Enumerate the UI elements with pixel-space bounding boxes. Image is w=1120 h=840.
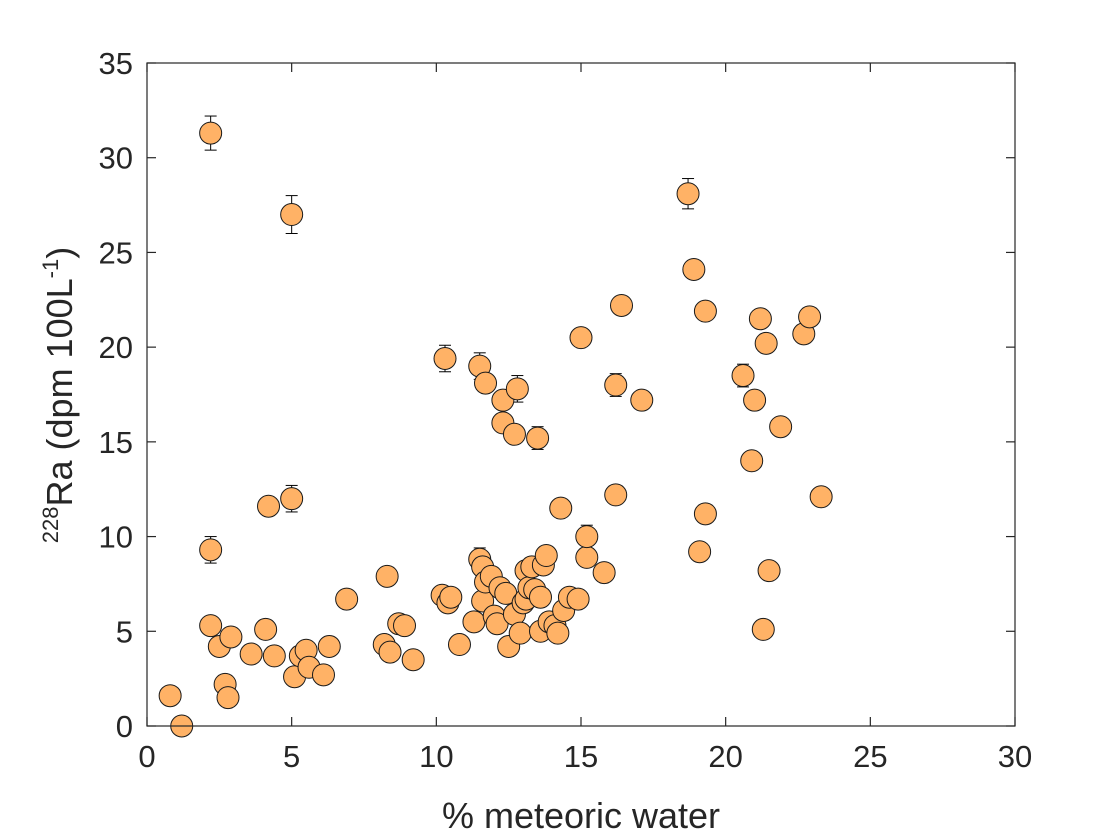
data-point — [754, 331, 778, 355]
data-point — [393, 614, 417, 638]
data-point — [219, 625, 243, 649]
data-point — [604, 483, 628, 507]
data-point — [682, 257, 706, 281]
data-point — [575, 525, 599, 549]
data-point — [534, 544, 558, 568]
plot-area — [147, 63, 1015, 726]
data-point — [592, 561, 616, 585]
data-point — [462, 610, 486, 634]
y-tick-label: 10 — [99, 520, 133, 555]
data-point — [335, 587, 359, 611]
data-point — [546, 621, 570, 645]
data-point-layer — [158, 121, 833, 738]
y-tick-label: 20 — [99, 330, 133, 365]
data-point — [610, 293, 634, 317]
y-axis-label-close: ) — [39, 247, 80, 259]
y-tick-label: 30 — [99, 141, 133, 176]
data-point — [199, 121, 223, 145]
data-point — [447, 633, 471, 657]
data-point — [798, 305, 822, 329]
data-point — [439, 585, 463, 609]
y-tick-label: 5 — [116, 614, 133, 649]
y-tick-label: 0 — [116, 709, 133, 744]
data-point — [254, 617, 278, 641]
x-tick-label: 25 — [853, 739, 887, 774]
data-point — [528, 585, 552, 609]
data-point — [693, 299, 717, 323]
data-point — [311, 663, 335, 687]
data-point — [743, 388, 767, 412]
y-axis-label-main: Ra (dpm 100L — [39, 278, 80, 506]
x-tick-label: 5 — [283, 739, 300, 774]
data-point — [262, 644, 286, 668]
data-point — [239, 642, 263, 666]
x-tick-label: 30 — [998, 739, 1032, 774]
data-point — [199, 538, 223, 562]
data-point — [508, 621, 532, 645]
data-point — [809, 485, 833, 509]
data-point — [526, 426, 550, 450]
data-point — [505, 377, 529, 401]
data-point — [688, 540, 712, 564]
data-point — [769, 415, 793, 439]
x-tick-label: 20 — [708, 739, 742, 774]
data-point — [751, 617, 775, 641]
data-point — [757, 559, 781, 583]
data-point — [158, 684, 182, 708]
x-axis-ticks: 0 5 10 15 20 25 30 — [138, 63, 1032, 774]
x-tick-label: 15 — [564, 739, 598, 774]
data-point — [474, 371, 498, 395]
data-point — [676, 182, 700, 206]
data-point — [575, 545, 599, 569]
data-point — [280, 487, 304, 511]
data-point — [199, 614, 223, 638]
data-point — [693, 502, 717, 526]
data-point — [731, 364, 755, 388]
y-axis-label-sup1: 228 — [38, 506, 63, 543]
x-axis-label: % meteoric water — [442, 795, 720, 836]
data-point — [375, 564, 399, 588]
x-tick-label: 10 — [419, 739, 453, 774]
x-tick-label: 0 — [138, 739, 155, 774]
data-point — [378, 640, 402, 664]
data-point — [549, 496, 573, 520]
data-point — [280, 203, 304, 227]
data-point — [433, 347, 457, 371]
y-axis-label: 228Ra (dpm 100L-1) — [38, 247, 80, 543]
data-point — [604, 373, 628, 397]
y-tick-label: 15 — [99, 425, 133, 460]
data-point — [630, 388, 654, 412]
data-point — [740, 449, 764, 473]
y-axis-label-sup2: -1 — [38, 259, 63, 279]
y-tick-label: 35 — [99, 46, 133, 81]
data-point — [401, 648, 425, 672]
data-point — [569, 326, 593, 350]
data-point — [566, 587, 590, 611]
data-point — [748, 307, 772, 331]
data-point — [502, 422, 526, 446]
data-point — [216, 686, 240, 710]
y-tick-label: 25 — [99, 235, 133, 270]
data-point — [317, 634, 341, 658]
y-axis-ticks: 0 5 10 15 20 25 30 35 — [99, 46, 1015, 744]
data-point — [257, 494, 281, 518]
